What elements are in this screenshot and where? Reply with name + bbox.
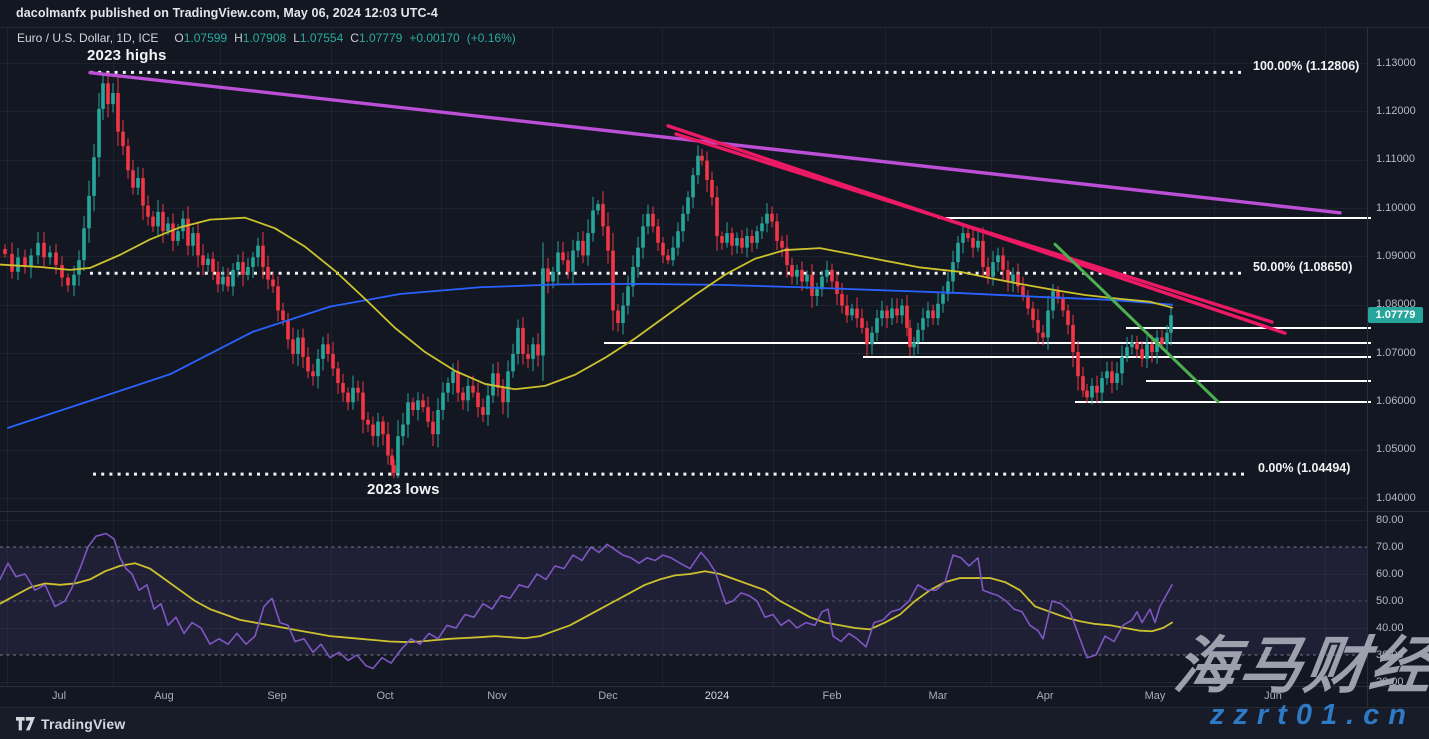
rsi-axis-label: 30.00	[1376, 648, 1404, 661]
fib-label-50: 50.00% (1.08650)	[1253, 260, 1353, 274]
candlestick-series	[3, 72, 1173, 479]
open-value: 1.07599	[183, 31, 228, 45]
time-axis-month-label: Aug	[154, 690, 174, 702]
time-axis-month-label: Mar	[928, 690, 948, 702]
annotation-2023-highs[interactable]: 2023 highs	[87, 47, 167, 64]
time-axis-month-label: Oct	[376, 690, 394, 702]
time-axis-month-label: Sep	[267, 690, 287, 702]
annotation-2023-lows[interactable]: 2023 lows	[367, 481, 440, 498]
open-label: O	[174, 31, 184, 45]
time-axis-month-label: May	[1144, 690, 1166, 702]
time-axis-month-label: Nov	[487, 690, 507, 702]
tradingview-logo-text: TradingView	[41, 715, 126, 732]
high-label: H	[234, 31, 243, 45]
price-axis-label: 1.07000	[1376, 346, 1416, 359]
price-axis-label: 1.09000	[1376, 249, 1416, 262]
watermark-url: zzrt01.cn	[1209, 699, 1415, 731]
fib-label-100: 100.00% (1.12806)	[1253, 59, 1360, 73]
symbol-legend[interactable]: Euro / U.S. Dollar, 1D, ICE O1.07599 H1.07…	[17, 31, 516, 45]
publisher-bar: dacolmanfx published on TradingView.com,…	[16, 6, 438, 20]
rsi-axis-label: 60.00	[1376, 567, 1404, 580]
price-axis-label: 1.12000	[1376, 104, 1416, 117]
rsi-axis-label: 20.00	[1376, 675, 1404, 688]
rsi-ma-line[interactable]	[0, 562, 1173, 643]
ma-blue-line[interactable]	[7, 282, 1173, 429]
time-axis-month-label: Jun	[1264, 690, 1282, 702]
rsi-line[interactable]	[0, 532, 1173, 670]
change-value: +0.00170	[409, 31, 460, 45]
price-axis-label: 1.08000	[1376, 298, 1416, 311]
watermark-cjk: 海马财经	[1170, 632, 1429, 701]
support-resistance-lines[interactable]	[604, 216, 1371, 404]
change-percent: (+0.16%)	[466, 31, 516, 45]
price-axis-label: 1.05000	[1376, 443, 1416, 456]
tradingview-logo[interactable]: TradingView	[16, 716, 125, 732]
close-value: 1.07779	[358, 31, 403, 45]
trendline-short-downtrend-green[interactable]	[1053, 242, 1220, 404]
rsi-axis-label: 50.00	[1376, 594, 1404, 607]
rsi-axis-label: 40.00	[1376, 621, 1404, 634]
time-axis-month-label: Apr	[1036, 690, 1054, 702]
time-axis-month-label: Jul	[51, 690, 67, 702]
tradingview-logo-icon	[16, 716, 35, 730]
time-axis-month-label: Feb	[822, 690, 842, 702]
rsi-axis-label: 70.00	[1376, 540, 1404, 553]
symbol-title: Euro / U.S. Dollar, 1D, ICE	[17, 31, 159, 45]
price-axis-label: 1.13000	[1376, 56, 1416, 69]
price-axis-label: 1.06000	[1376, 394, 1416, 407]
current-price-badge: 1.07779	[1368, 307, 1423, 324]
rsi-axis-label: 80.00	[1376, 513, 1404, 526]
price-axis-label: 1.04000	[1376, 491, 1416, 504]
ma-yellow-line[interactable]	[0, 216, 1173, 391]
trendline-steep-downtrend-pink-b[interactable]	[674, 132, 1274, 324]
footer-bar: TradingView	[0, 707, 1429, 739]
time-axis-month-label: Dec	[598, 690, 618, 702]
price-axis-label: 1.11000	[1376, 153, 1415, 166]
high-value: 1.07908	[242, 31, 287, 45]
pane-separators	[0, 27, 1429, 707]
fib-retracement-levels[interactable]	[90, 70, 1245, 476]
low-label: L	[293, 31, 300, 45]
price-axis-label: 1.10000	[1376, 201, 1416, 214]
time-axis-year-label: 2024	[704, 690, 730, 702]
fib-label-0: 0.00% (1.04494)	[1258, 461, 1351, 475]
close-label: C	[350, 31, 359, 45]
low-value: 1.07554	[299, 31, 344, 45]
